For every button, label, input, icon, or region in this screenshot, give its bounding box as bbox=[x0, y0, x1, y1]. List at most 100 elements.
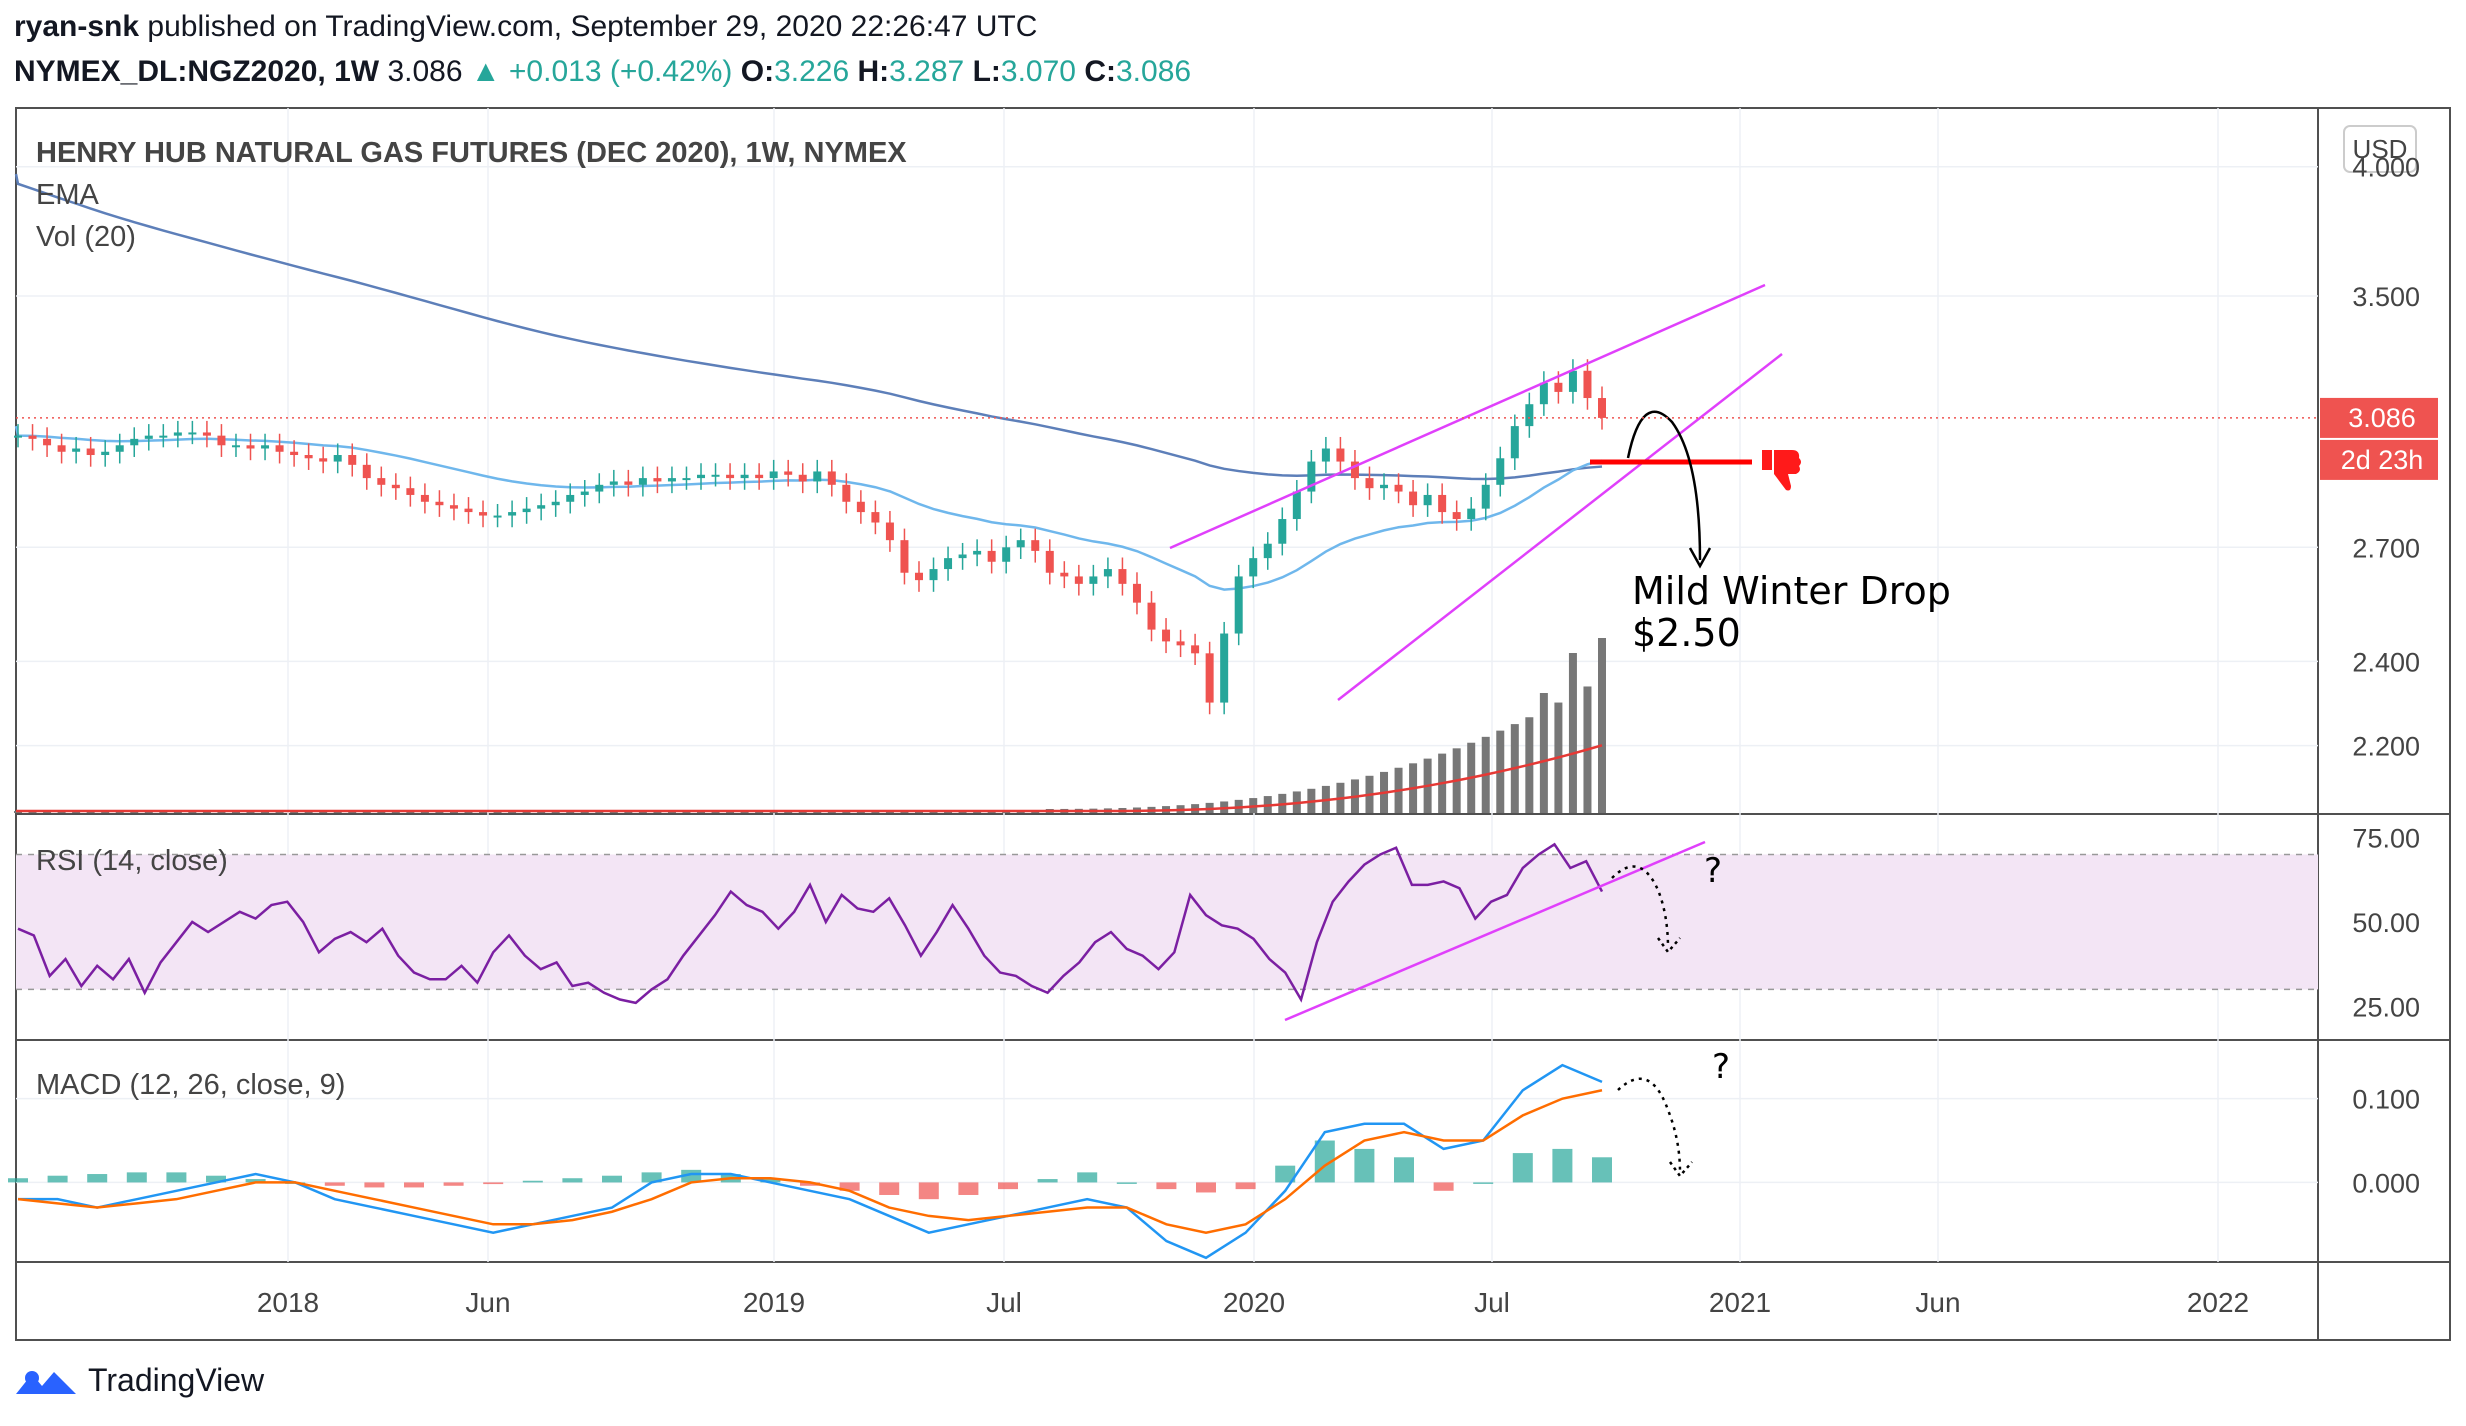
candle-body bbox=[1132, 583, 1141, 603]
macd-tick-label: 0.100 bbox=[2352, 1085, 2420, 1115]
candle-body bbox=[57, 445, 66, 452]
rsi-tick-label: 50.00 bbox=[2352, 908, 2420, 938]
candle-body bbox=[115, 445, 124, 452]
drop-arrow-curve[interactable] bbox=[1626, 410, 1702, 561]
candle-body bbox=[1191, 645, 1200, 654]
channel-lower-line[interactable] bbox=[1337, 353, 1783, 701]
close-value: 3.086 bbox=[1115, 55, 1192, 88]
candle-body bbox=[1031, 540, 1040, 551]
candle-body bbox=[726, 474, 735, 479]
macd-histogram-bar bbox=[562, 1178, 583, 1183]
candle-body bbox=[1598, 398, 1606, 418]
time-tick-label: Jul bbox=[1474, 1287, 1510, 1318]
macd-histogram-bar bbox=[1196, 1182, 1216, 1193]
candle-body bbox=[464, 508, 473, 513]
price-tick-label: 2.200 bbox=[2352, 732, 2420, 762]
rsi-line bbox=[17, 842, 1604, 1005]
candle-body bbox=[1481, 484, 1490, 509]
candle-body bbox=[973, 550, 982, 555]
macd-histogram-bar bbox=[1354, 1148, 1375, 1183]
candle-body bbox=[1365, 478, 1374, 489]
candle-body bbox=[406, 488, 415, 495]
macd-histogram-bar bbox=[87, 1174, 108, 1183]
candle-body bbox=[1409, 491, 1418, 506]
macd-histogram-bar bbox=[641, 1172, 662, 1183]
candle-body bbox=[362, 464, 371, 479]
candle-body bbox=[290, 451, 299, 456]
candle-body bbox=[420, 494, 429, 502]
candle-body bbox=[1380, 484, 1389, 489]
candle-body bbox=[755, 474, 764, 479]
rsi-trend-line[interactable] bbox=[1284, 840, 1706, 1022]
macd-histogram-bar bbox=[522, 1180, 543, 1183]
rsi-tick-label: 25.00 bbox=[2352, 992, 2420, 1022]
candle-body bbox=[86, 448, 95, 456]
candle-body bbox=[740, 474, 749, 479]
candle-body bbox=[1452, 512, 1461, 520]
macd-histogram-bar bbox=[839, 1182, 860, 1191]
time-tick-label: 2019 bbox=[743, 1287, 805, 1318]
rsi-tick-label: 75.00 bbox=[2352, 824, 2420, 854]
macd-lines bbox=[8, 1063, 1612, 1260]
footer-brand-text: TradingView bbox=[88, 1362, 265, 1398]
candle-body bbox=[1002, 547, 1011, 562]
publisher-user[interactable]: ryan-snk bbox=[14, 10, 140, 43]
candle-body bbox=[479, 512, 488, 516]
candle-body bbox=[1118, 569, 1127, 584]
candle-body bbox=[522, 508, 531, 513]
candle-body bbox=[1583, 370, 1592, 399]
macd-histogram-bar bbox=[1116, 1182, 1137, 1184]
candle-body bbox=[1263, 543, 1272, 559]
candle-body bbox=[1321, 448, 1330, 462]
candle-body bbox=[711, 474, 720, 477]
candle-body bbox=[1554, 382, 1563, 392]
drop-text-2: $2.50 bbox=[1632, 611, 1741, 655]
time-tick-label: Jun bbox=[465, 1287, 510, 1318]
ema-legend: EMA bbox=[36, 179, 100, 211]
candle-body bbox=[595, 484, 604, 492]
candles bbox=[14, 359, 1606, 715]
channel-upper-line[interactable] bbox=[1169, 283, 1766, 550]
rsi-legend: RSI (14, close) bbox=[36, 845, 228, 877]
candle-body bbox=[231, 445, 240, 448]
signal-line bbox=[17, 1089, 1603, 1234]
time-tick-label: Jul bbox=[986, 1287, 1022, 1318]
candle-body bbox=[28, 435, 37, 439]
ema-lines bbox=[14, 173, 1603, 591]
candle-body bbox=[1336, 448, 1345, 462]
currency-button[interactable]: USD bbox=[2343, 125, 2417, 173]
candle-body bbox=[580, 491, 589, 495]
high-label: H: bbox=[857, 55, 890, 88]
macd-dotted-arrow[interactable] bbox=[1617, 1077, 1682, 1173]
rsi-band-fill bbox=[16, 854, 2318, 990]
candle-body bbox=[653, 478, 662, 482]
ticker-symbol[interactable]: NYMEX_DL:NGZ2020, 1W bbox=[14, 55, 380, 88]
candle-body bbox=[900, 540, 909, 573]
candle-body bbox=[827, 471, 836, 485]
candle-body bbox=[1307, 461, 1316, 492]
candle-body bbox=[1074, 576, 1083, 584]
candle-body bbox=[1162, 629, 1171, 642]
low-value: 3.070 bbox=[1000, 55, 1076, 88]
drawings[interactable]: Mild Winter Drop $2.50 ? ? bbox=[1169, 283, 1951, 1179]
volume-ma-line bbox=[16, 744, 1603, 813]
candle-body bbox=[1292, 491, 1301, 520]
macd-histogram-bar bbox=[1235, 1182, 1256, 1190]
grid bbox=[16, 108, 2318, 1262]
drop-arrow-head bbox=[1688, 547, 1712, 569]
candle-body bbox=[1249, 558, 1258, 577]
candle-body bbox=[1103, 569, 1112, 577]
candle-body bbox=[624, 481, 633, 485]
chart-frame bbox=[15, 107, 2451, 1341]
ema-short-line bbox=[14, 425, 1603, 591]
countdown-text: 2d 23h bbox=[2341, 445, 2424, 475]
footer-brand[interactable]: TradingView bbox=[14, 1362, 264, 1399]
rsi-dotted-arrow-head bbox=[1656, 937, 1681, 955]
macd-histogram-bar bbox=[443, 1182, 464, 1186]
last-price-text: 3.086 bbox=[2348, 403, 2416, 433]
candle-body bbox=[1234, 576, 1243, 634]
candle-body bbox=[275, 445, 284, 452]
time-tick-label: 2021 bbox=[1709, 1287, 1771, 1318]
rsi-dotted-arrow[interactable] bbox=[1611, 865, 1670, 949]
